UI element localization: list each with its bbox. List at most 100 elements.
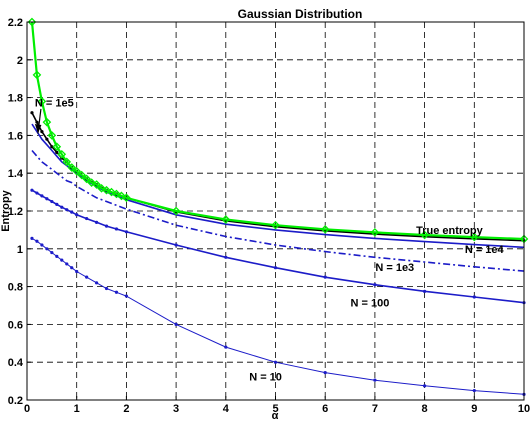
data-point-n-100 [50, 199, 54, 204]
data-point-n-100 [65, 208, 69, 212]
x-tick-label: 6 [322, 403, 328, 415]
y-tick-label: 0.2 [8, 395, 23, 407]
data-point-n-10 [472, 388, 476, 393]
data-point-n-10 [35, 239, 39, 243]
data-point-n-100 [124, 230, 128, 234]
data-point-true-entropy [62, 157, 72, 167]
data-point-n-10 [30, 236, 34, 241]
data-point-true-entropy [112, 189, 121, 199]
x-axis-label: α [272, 410, 279, 422]
y-tick-label: 1.4 [8, 168, 24, 180]
data-point-true-entropy [107, 187, 116, 197]
y-tick-label: 1.8 [8, 93, 23, 105]
data-point-n-100 [423, 289, 427, 293]
data-point-true-entropy [420, 230, 429, 240]
data-point-n-100 [323, 275, 327, 279]
data-point-n-10 [94, 281, 99, 285]
y-tick-label: 1.6 [8, 130, 23, 142]
data-point-n-100 [104, 224, 109, 228]
data-point-true-entropy [47, 131, 57, 140]
data-point-n-100 [45, 197, 49, 201]
data-point-n-100 [70, 210, 74, 214]
data-point-true-entropy [171, 206, 181, 216]
y-tick-label: 0.8 [8, 282, 23, 294]
data-point-true-entropy [370, 228, 380, 237]
data-point-n-10 [85, 275, 89, 279]
data-point-n-100 [174, 243, 178, 247]
data-point-true-entropy [469, 232, 479, 242]
data-point-n-100 [35, 191, 39, 195]
data-point-true-entropy [97, 184, 106, 193]
data-point-true-entropy [67, 163, 77, 172]
data-point-n-100 [472, 295, 476, 299]
x-tick-label: 1 [74, 403, 80, 415]
annotation-n-10: N = 10 [249, 371, 282, 383]
data-point-n-100 [85, 216, 89, 221]
data-point-true-entropy [221, 215, 231, 224]
series-line-n-1e3 [31, 149, 525, 272]
y-tick-label: 2 [17, 55, 23, 67]
data-point-n-100 [60, 205, 64, 209]
data-point-n-10 [373, 378, 377, 382]
data-point-true-entropy [37, 97, 47, 106]
annotation-n-1e5: N = 1e5 [35, 97, 74, 109]
y-axis-label: Entropy [0, 189, 12, 231]
data-point-n-100 [273, 266, 278, 270]
data-point-true-entropy [72, 166, 82, 176]
data-point-true-entropy [87, 178, 96, 187]
data-point-n-100 [75, 213, 79, 217]
data-point-n-10 [55, 254, 59, 258]
data-point-n-10 [323, 370, 327, 375]
data-point-n-1e5 [50, 145, 54, 149]
data-point-true-entropy [27, 17, 37, 27]
y-tick-label: 0.4 [8, 357, 24, 369]
data-point-true-entropy [52, 142, 62, 152]
data-point-true-entropy [42, 117, 52, 127]
data-point-true-entropy [82, 174, 91, 184]
data-point-true-entropy [122, 193, 131, 203]
data-point-n-10 [224, 345, 228, 349]
data-point-true-entropy [271, 220, 280, 230]
series-line-true-entropy [30, 21, 525, 241]
chart-title: Gaussian Distribution [238, 7, 363, 21]
x-tick-label: 10 [518, 403, 530, 415]
x-tick-label: 8 [422, 403, 428, 415]
data-point-n-100 [373, 283, 377, 287]
data-point-n-100 [224, 255, 228, 259]
data-point-n-1e5 [30, 111, 34, 115]
data-point-n-10 [124, 294, 128, 298]
series-line-n-1e4 [31, 123, 525, 249]
y-tick-label: 0.6 [8, 319, 23, 331]
annotation-n-1e3: N = 1e3 [375, 262, 414, 274]
data-point-true-entropy [77, 170, 86, 180]
data-point-true-entropy [32, 70, 42, 80]
grid [27, 22, 524, 400]
data-point-n-100 [114, 227, 119, 231]
y-tick-label: 1.2 [8, 206, 23, 218]
data-point-n-100 [40, 194, 44, 198]
annotation-n-1e4: N = 1e4 [465, 244, 505, 256]
data-point-n-100 [30, 188, 34, 192]
data-point-true-entropy [320, 225, 330, 234]
y-tick-label: 1 [17, 244, 23, 256]
x-tick-label: 2 [123, 403, 129, 415]
data-point-n-10 [50, 250, 54, 255]
data-point-n-1e5 [55, 150, 59, 155]
data-point-n-10 [65, 262, 69, 266]
data-point-true-entropy [117, 191, 126, 201]
data-point-true-entropy [57, 149, 67, 159]
x-tick-label: 0 [24, 403, 30, 415]
annotation-true-entropy: True entropy [416, 225, 484, 237]
data-point-n-100 [55, 202, 59, 206]
data-point-n-10 [40, 243, 44, 247]
annotations: N = 1e5 True entropy N = 1e4 N = 1e3 N = 100… [35, 97, 505, 383]
data-point-n-10 [114, 290, 119, 294]
axis-ticks: 0 1 2 3 4 5 6 7 8 9 10 0.2 0.4 0.6 0.8 1 1.2 1.4 1.6 1.8 2 2.… [8, 17, 530, 415]
data-point-n-10 [70, 266, 74, 270]
series-group [27, 17, 529, 396]
data-point-n-100 [94, 220, 99, 224]
data-point-n-10 [60, 258, 64, 262]
data-point-n-1e5 [40, 130, 44, 134]
annotation-arrowhead-n-1e5 [34, 124, 42, 134]
x-tick-label: 5 [272, 403, 278, 415]
